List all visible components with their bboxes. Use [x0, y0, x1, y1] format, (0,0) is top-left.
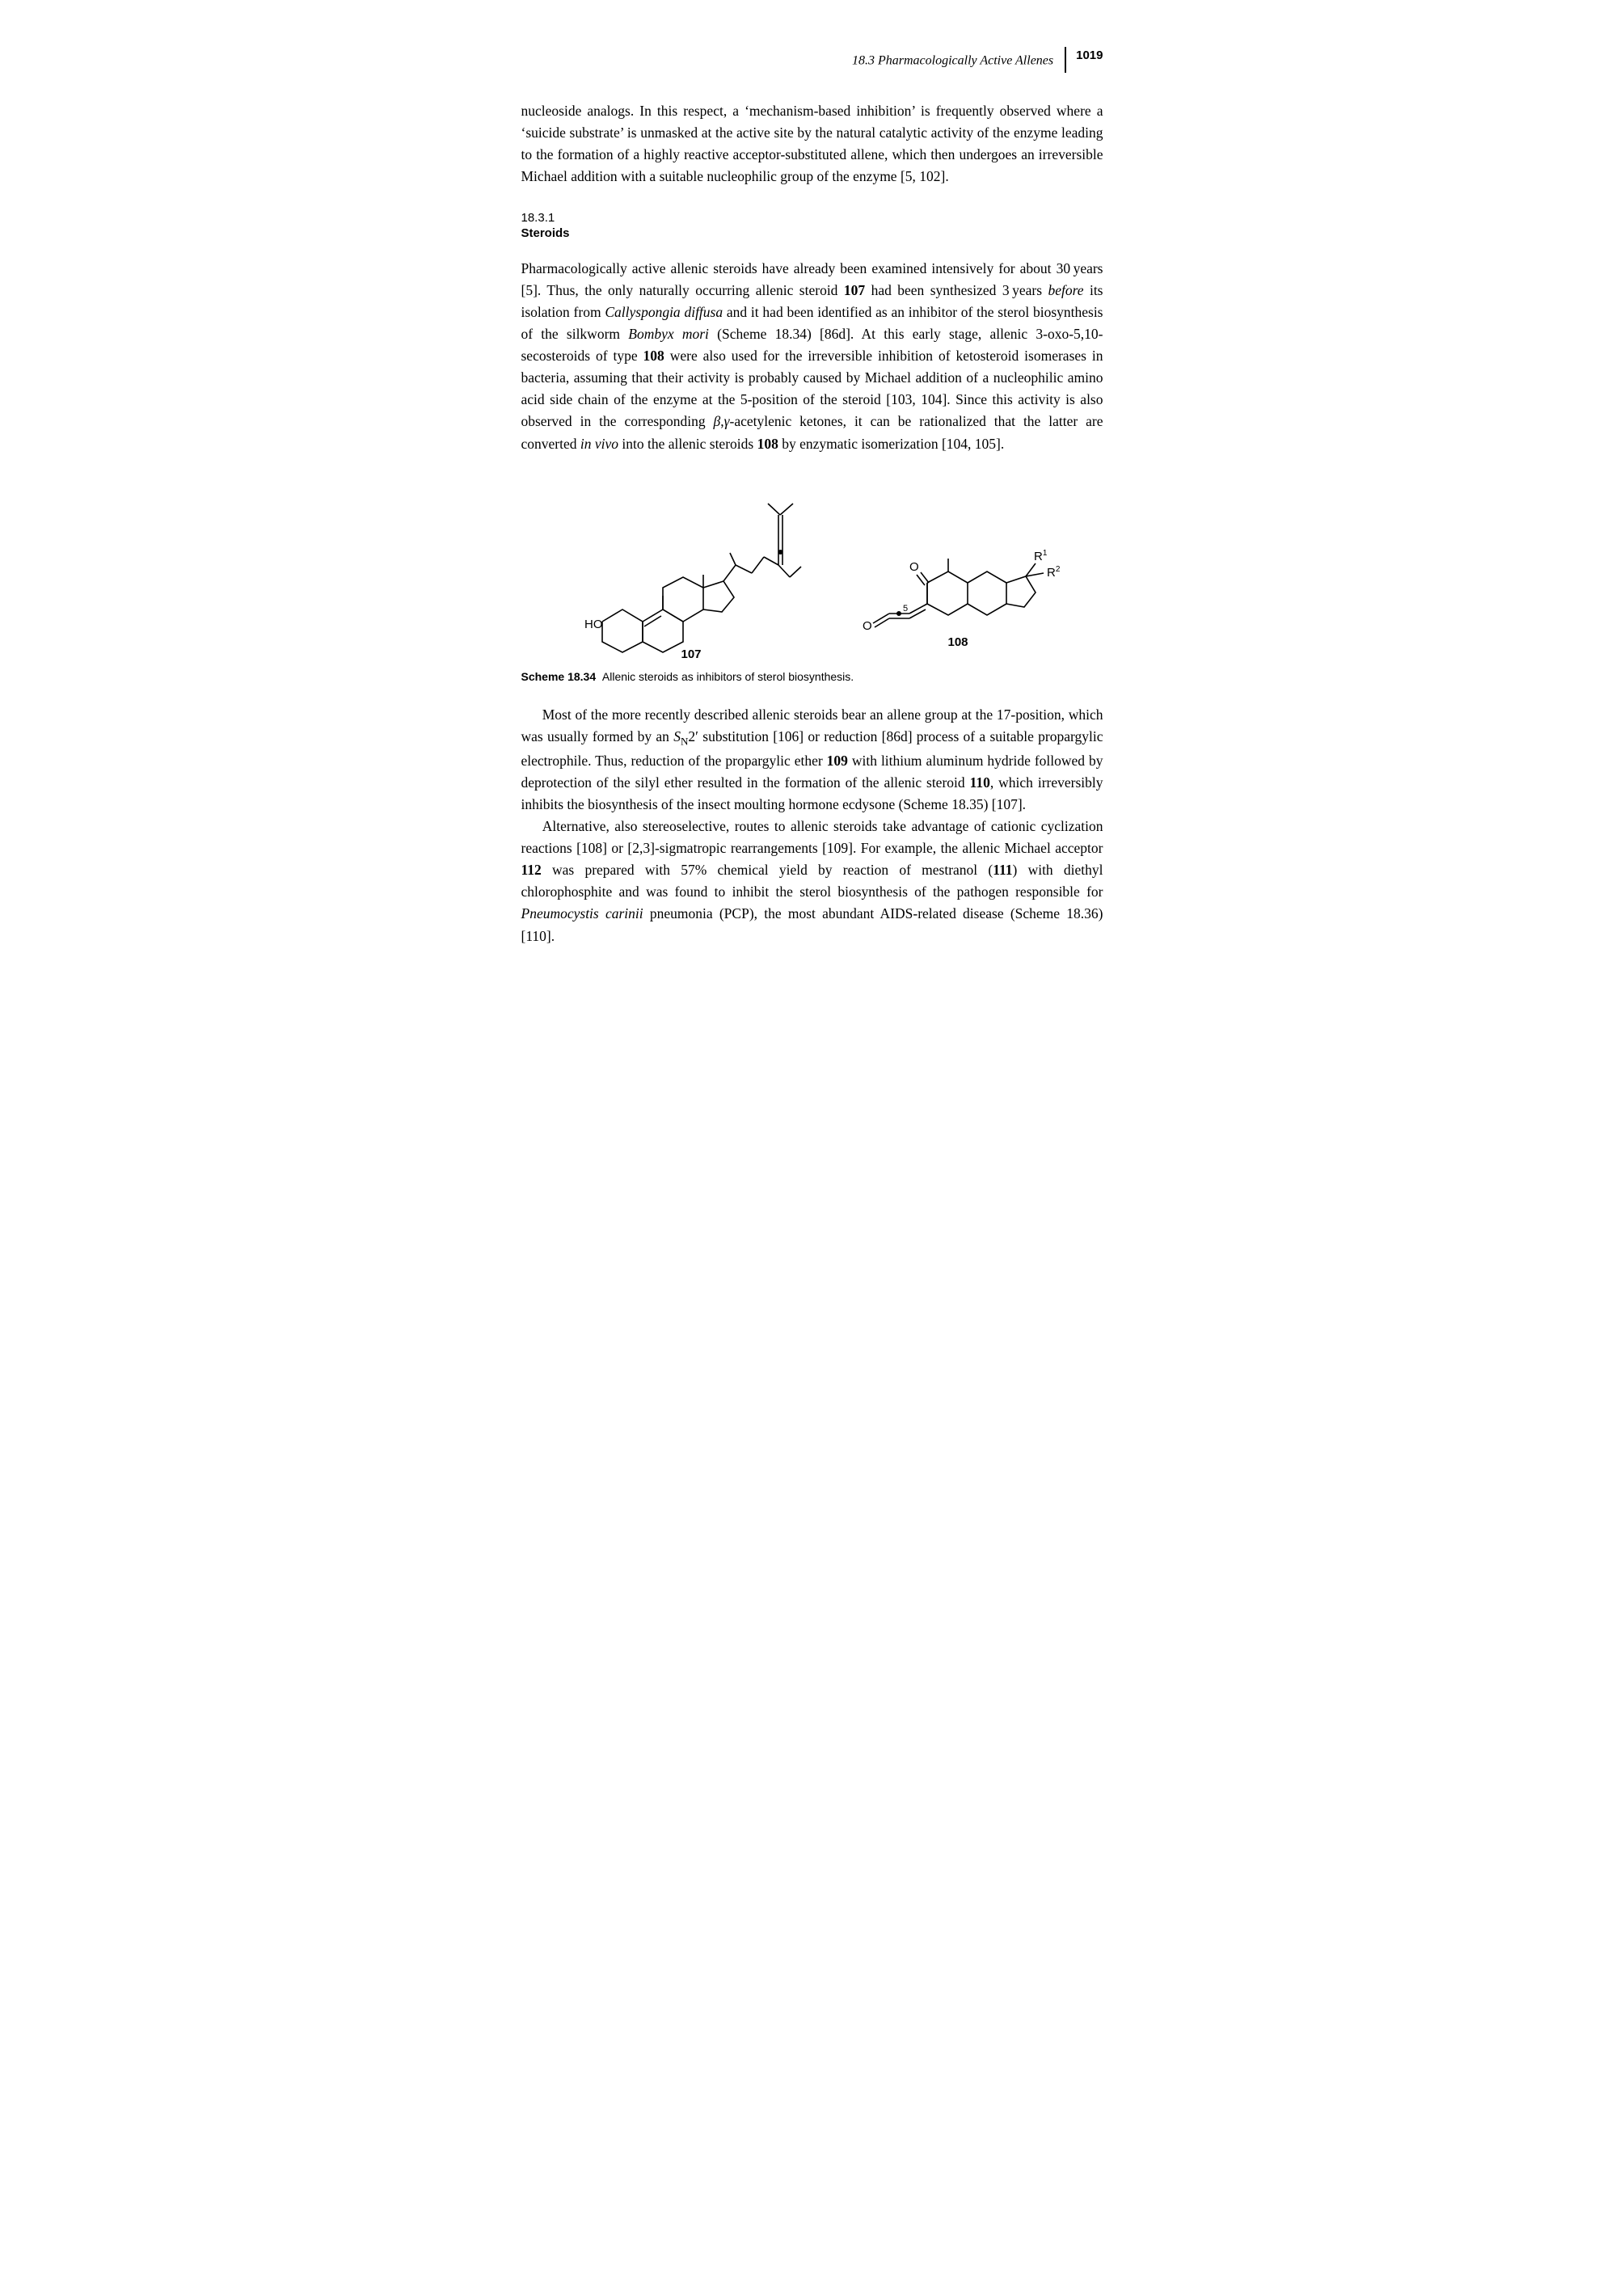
- section-heading: Steroids: [521, 226, 1103, 240]
- label-5: 5: [903, 604, 908, 614]
- section-number: 18.3.1: [521, 211, 1103, 225]
- caption-text: Allenic steroids as inhibitors of sterol…: [602, 670, 854, 683]
- compound-109: 109: [827, 753, 848, 769]
- species-callyspongia: Callyspongia diffusa: [605, 304, 723, 320]
- label-107: 107: [681, 647, 701, 661]
- page: 18.3 Pharmacologically Active Allenes 10…: [449, 0, 1176, 1012]
- species-bombyx: Bombyx mori: [628, 326, 709, 342]
- intro-paragraph: nucleoside analogs. In this respect, a ‘…: [521, 100, 1103, 188]
- compound-108b: 108: [757, 436, 778, 452]
- greek-gamma: γ: [724, 413, 730, 429]
- label-o-left: O: [863, 619, 872, 633]
- sn2-n: N: [681, 735, 688, 747]
- label-r2: R2: [1047, 565, 1061, 580]
- running-head-divider: [1065, 47, 1066, 73]
- compound-108: 108: [643, 348, 664, 364]
- label-o-top: O: [909, 560, 919, 574]
- scheme-svg: HO 107: [554, 476, 1071, 662]
- running-head-section: 18.3 Pharmacologically Active Allenes: [852, 54, 1053, 68]
- compound-107: 107: [844, 282, 865, 298]
- page-number: 1019: [1076, 48, 1103, 62]
- text: into the allenic steroids: [618, 436, 757, 452]
- compound-111: 111: [993, 862, 1012, 878]
- text: Alternative, also stereoselective, route…: [521, 818, 1103, 856]
- steroids-paragraph: Pharmacologically active allenic steroid…: [521, 258, 1103, 455]
- scheme-18-34: HO 107: [521, 476, 1103, 662]
- compound-112: 112: [521, 862, 542, 878]
- text: had been synthesized 3 years: [865, 282, 1048, 298]
- label-r1: R1: [1034, 549, 1048, 563]
- running-head: 18.3 Pharmacologically Active Allenes 10…: [521, 48, 1103, 74]
- structure-107: [602, 504, 801, 652]
- sn2-2prime: 2′: [688, 728, 698, 744]
- sn2-s: S: [673, 728, 681, 744]
- label-ho: HO: [584, 618, 603, 631]
- structure-108: [873, 559, 1044, 627]
- emphasis-before: before: [1048, 282, 1083, 298]
- species-pneumocystis: Pneumocystis carinii: [521, 905, 643, 921]
- greek-beta: β: [714, 413, 721, 429]
- compound-110: 110: [970, 774, 990, 791]
- latin-invivo: in vivo: [580, 436, 618, 452]
- text: by enzymatic isomerization [104, 105].: [778, 436, 1004, 452]
- alternative-paragraph: Alternative, also stereoselective, route…: [521, 816, 1103, 947]
- label-108: 108: [947, 635, 968, 649]
- text: was prepared with 57% chemical yield by …: [542, 862, 993, 878]
- recent-paragraph: Most of the more recently described alle…: [521, 704, 1103, 816]
- caption-label: Scheme 18.34: [521, 670, 597, 683]
- scheme-34-caption: Scheme 18.34 Allenic steroids as inhibit…: [521, 670, 1103, 683]
